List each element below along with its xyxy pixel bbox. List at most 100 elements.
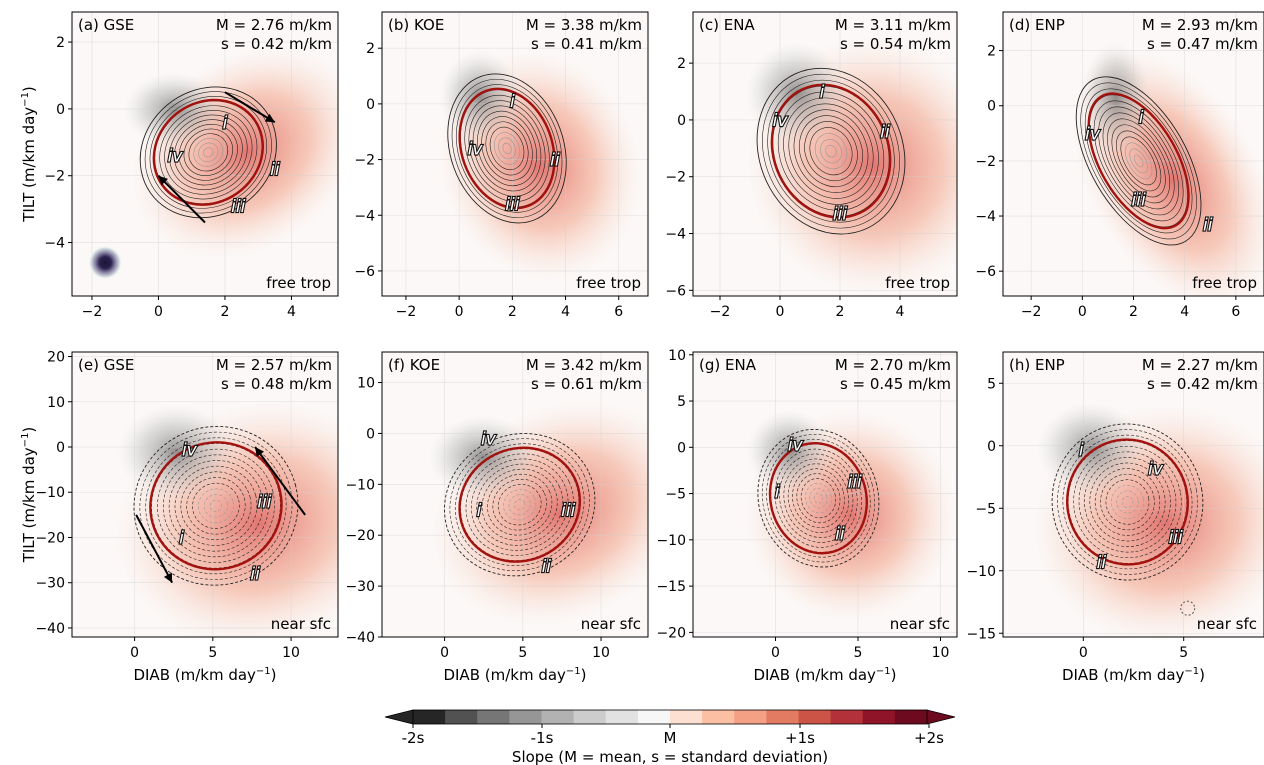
density-contour (168, 460, 264, 552)
density-contour (825, 144, 837, 158)
x-axis-label: DIAB (m/km day−1) (133, 666, 276, 684)
phase-label: iv (1148, 459, 1164, 479)
density-contour (1084, 88, 1193, 234)
y-tick-label: −6 (665, 283, 686, 299)
density-contour (774, 448, 862, 548)
axes-frame (71, 351, 339, 638)
phase-label: iii (257, 492, 271, 512)
y-tick-label: −40 (35, 621, 65, 637)
y-tick-label: 2 (56, 35, 65, 51)
density-contour (449, 438, 590, 572)
density-contours (444, 433, 596, 577)
density-contour (481, 468, 558, 541)
density-contour (1084, 457, 1171, 547)
y-tick-label: −4 (975, 209, 996, 225)
density-contour (494, 132, 521, 165)
x-tick-label: 5 (1179, 645, 1188, 661)
density-contour (796, 473, 841, 524)
direction-arrow (135, 514, 174, 584)
x-tick-label: 5 (518, 645, 527, 661)
colorbar-swatch (509, 710, 542, 724)
mean-contour (458, 446, 582, 563)
phase-label: iv (182, 440, 198, 460)
density-contour (186, 477, 246, 535)
density-contour (477, 110, 537, 186)
density-contour (788, 103, 874, 199)
direction-arrow (157, 175, 206, 224)
density-contour (174, 465, 258, 546)
mean-slope: M = 2.76 m/km (216, 16, 332, 34)
density-contour (1111, 484, 1144, 520)
x-tick-label: 2 (836, 304, 845, 320)
density-blob (88, 245, 123, 280)
layer-label: near sfc (890, 615, 950, 633)
y-tick-label: −20 (35, 530, 65, 546)
layer-label: free trop (1192, 274, 1257, 292)
phase-label: ii (1097, 553, 1107, 573)
y-tick-label: 0 (56, 102, 65, 118)
x-tick-label: 6 (614, 304, 623, 320)
y-tick-label: −10 (656, 533, 686, 549)
mean-contour (1065, 438, 1189, 566)
density-contours (1075, 76, 1202, 246)
density-contour (169, 114, 248, 190)
density-contour (203, 147, 214, 158)
y-axis-label: TILT (m/km day−1) (20, 427, 38, 564)
std-slope: s = 0.54 m/km (840, 35, 951, 53)
density-contour (1120, 136, 1157, 186)
density-contour (761, 434, 875, 563)
density-contour (792, 468, 845, 528)
colorbar-extend-high (926, 709, 956, 725)
density-contour (447, 73, 567, 224)
y-tick-label: 0 (677, 440, 686, 456)
density-contours (756, 67, 906, 235)
colorbar-label: Slope (M = mean, s = standard deviation) (512, 748, 828, 765)
phase-label: iii (505, 195, 519, 215)
y-tick-label: 10 (47, 395, 65, 411)
x-tick-label: 2 (220, 304, 229, 320)
density-contour (451, 78, 563, 218)
y-tick-label: 10 (668, 348, 686, 364)
y-tick-label: 0 (677, 113, 686, 129)
x-tick-label: 4 (287, 304, 296, 320)
density-contour (1129, 148, 1148, 174)
layer-label: free trop (576, 274, 641, 292)
density-contour (1116, 490, 1139, 514)
density-contour (777, 91, 885, 211)
axes-frame (381, 351, 649, 638)
colorbar-swatch (573, 710, 607, 724)
x-tick-label: 5 (854, 645, 863, 661)
colorbar-swatch (702, 710, 735, 724)
shading-negative (117, 404, 236, 500)
density-contour (183, 128, 233, 176)
y-tick-label: 20 (47, 350, 65, 366)
std-slope: s = 0.42 m/km (221, 35, 332, 53)
density-contour (209, 499, 223, 512)
layer-label: free trop (266, 274, 331, 292)
direction-arrow (254, 446, 306, 516)
colorbar-swatch (541, 710, 575, 724)
arrow-head (163, 572, 173, 583)
x-tick-label: 6 (1231, 304, 1240, 320)
axes-frame (692, 351, 958, 638)
density-contour (476, 463, 563, 546)
density-contour (779, 453, 858, 543)
phase-label: iv (1085, 124, 1101, 144)
density-contour (164, 109, 253, 195)
density-contour (139, 431, 293, 580)
y-tick-label: 2 (677, 56, 686, 72)
colorbar-swatch (734, 710, 767, 724)
phase-label: iv (468, 139, 484, 159)
colorbar-swatch (798, 710, 832, 724)
y-tick-label: −30 (345, 579, 375, 595)
density-contour (1098, 106, 1180, 216)
mean-contour (770, 83, 892, 219)
panel-label: (h) ENP (1009, 356, 1065, 374)
y-tick-label: −40 (345, 630, 375, 646)
